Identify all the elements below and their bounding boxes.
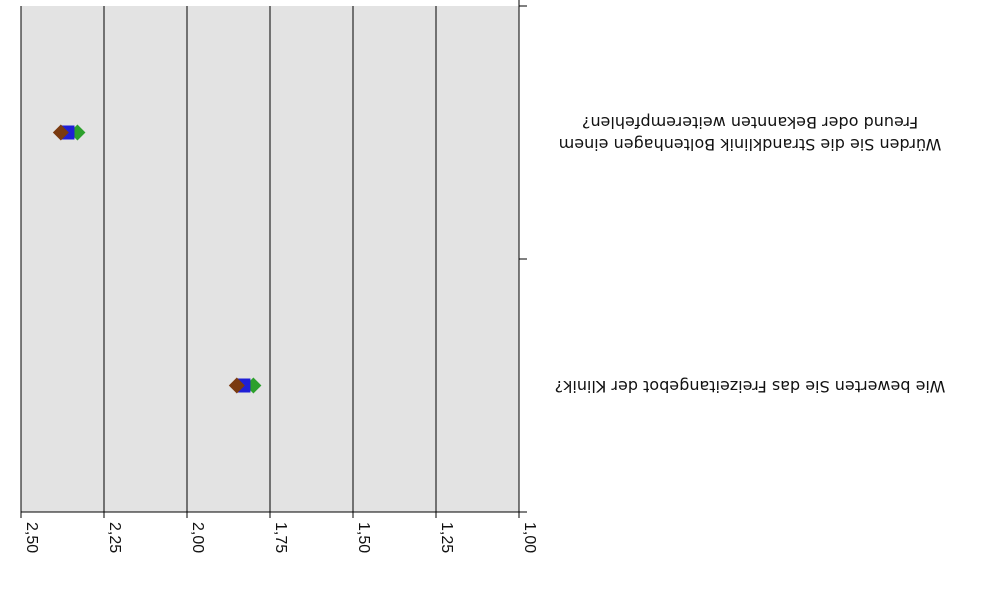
x-tick-label: 1,25 xyxy=(438,522,455,553)
category-label-line: Wie bewerten Sie das Freizeitangebot der… xyxy=(554,376,946,396)
category-label-line: Würden Sie die Strandklinik Boltenhagen … xyxy=(558,134,942,154)
x-tick-label: 1,50 xyxy=(355,522,372,553)
x-tick-label: 2,25 xyxy=(106,522,123,553)
data-point xyxy=(52,124,69,141)
x-tick-label: 1,00 xyxy=(521,522,538,553)
category-label-line: Freund oder Bekannten weiterempfehlen? xyxy=(581,112,919,132)
data-point xyxy=(228,377,245,394)
category-label: Würden Sie die Strandklinik Boltenhagen … xyxy=(515,111,985,155)
x-tick-label: 2,50 xyxy=(23,522,40,553)
x-tick-label: 1,75 xyxy=(272,522,289,553)
category-label: Wie bewerten Sie das Freizeitangebot der… xyxy=(515,375,985,397)
x-tick-label: 2,00 xyxy=(189,522,206,553)
